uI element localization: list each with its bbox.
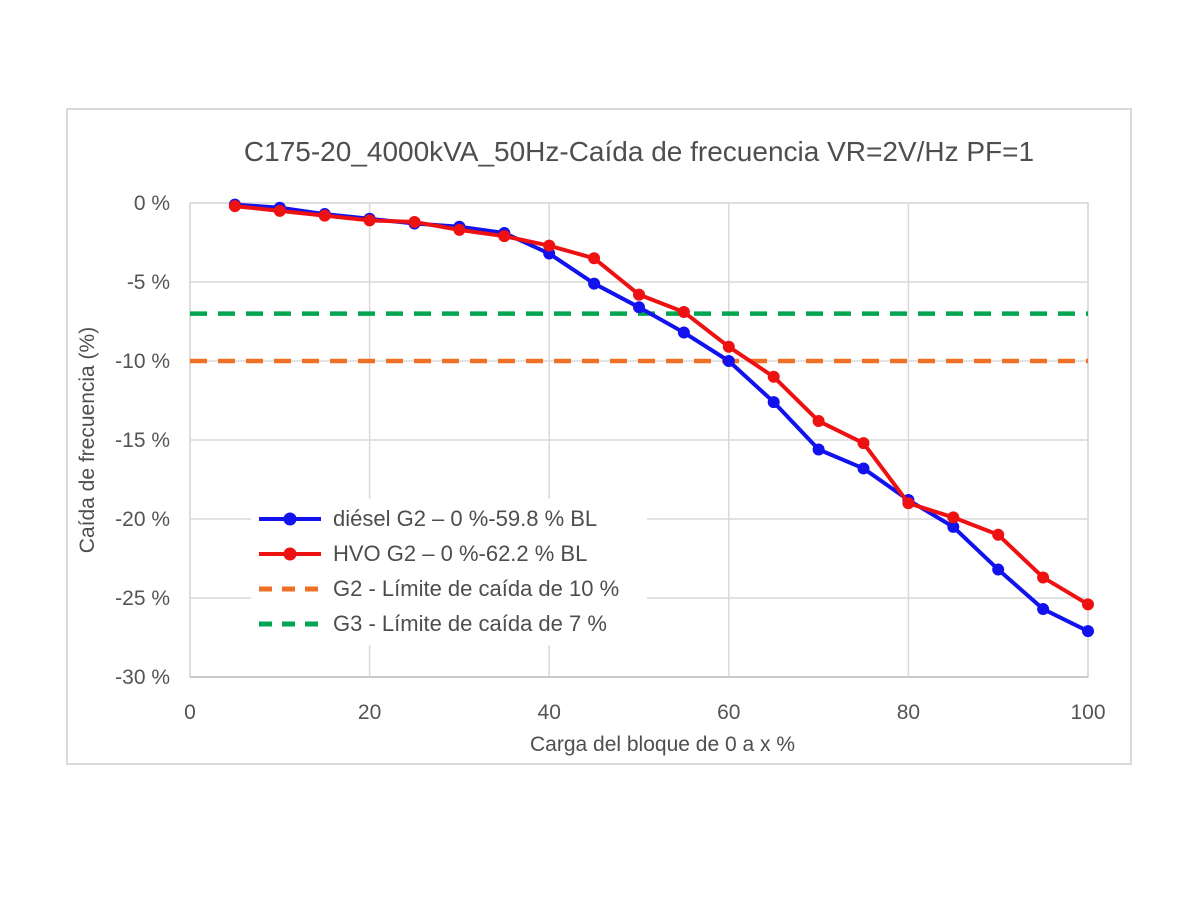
diesel-series-marker-icon [259,512,321,525]
x-tick-label: 0 [184,701,196,724]
y-tick-label: -30 % [115,666,170,689]
legend-item-limit-10: G2 - Límite de caída de 10 % [259,571,619,606]
legend-label-limit-10: G2 - Límite de caída de 10 % [333,575,620,601]
tick-labels: 0 % -5 % -10 % -15 % -20 % -25 % -30 % 0 20 40 60 8… [115,192,1105,724]
x-tick-label: 100 [1070,701,1105,724]
x-tick-label: 40 [538,701,561,724]
x-tick-label: 60 [717,701,740,724]
chart-title: C175-20_4000kVA_50Hz-Caída de frecuencia… [243,136,1035,167]
legend-item-limit-7: G3 - Límite de caída de 7 % [259,606,619,641]
y-tick-label: -15 % [115,429,170,452]
x-tick-label: 20 [358,701,381,724]
y-tick-label: -5 % [127,271,170,294]
legend-label-diesel: diésel G2 – 0 %-59.8 % BL [333,505,598,531]
legend-label-limit-7: G3 - Límite de caída de 7 % [333,610,607,636]
legend: diésel G2 – 0 %-59.8 % BL HVO G2 – 0 %-6… [251,499,648,645]
y-tick-label: 0 % [134,192,170,215]
x-axis-title: Carga del bloque de 0 a x % [529,733,795,756]
limit-10-dashed-marker-icon [259,586,321,591]
series-1 [228,200,1094,611]
chart-frame [66,108,1132,765]
legend-item-diesel: diésel G2 – 0 %-59.8 % BL [259,501,619,536]
legend-item-hvo: HVO G2 – 0 %-62.2 % BL [259,536,619,571]
x-tick-label: 80 [897,701,920,724]
y-tick-label: -10 % [115,350,170,373]
y-tick-label: -20 % [115,508,170,531]
hvo-series-marker-icon [259,547,321,560]
y-tick-label: -25 % [115,587,170,610]
y-axis-title: Caída de frecuencia (%) [76,326,99,554]
limit-7-dashed-marker-icon [259,621,321,626]
legend-label-hvo: HVO G2 – 0 %-62.2 % BL [333,540,588,566]
